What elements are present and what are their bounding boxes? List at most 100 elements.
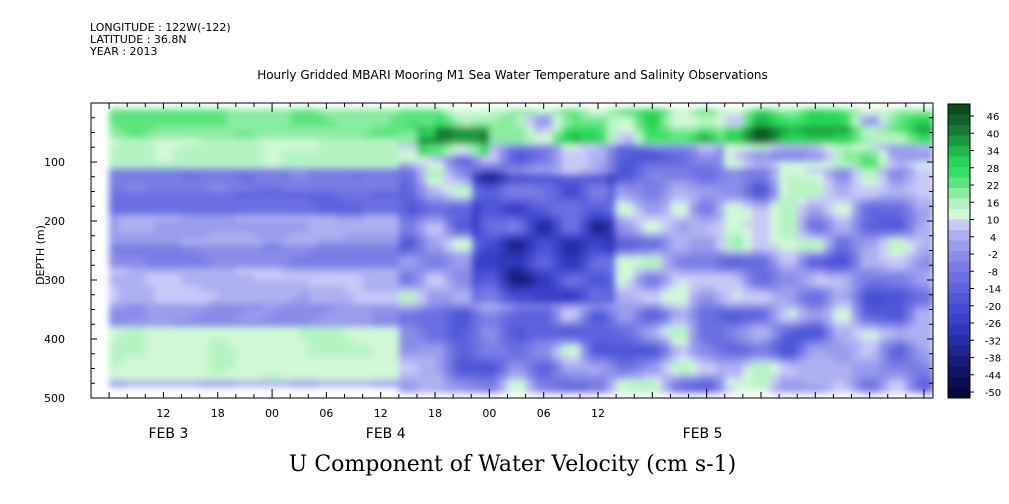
heatmap-cell xyxy=(389,327,400,334)
heatmap-cell xyxy=(905,268,916,275)
heatmap-cell xyxy=(398,333,409,340)
heatmap-cell xyxy=(869,309,880,317)
heatmap-cell xyxy=(435,374,445,382)
heatmap-cell xyxy=(407,179,418,187)
heatmap-cell xyxy=(570,321,581,328)
heatmap-cell xyxy=(688,303,699,311)
heatmap-cell xyxy=(860,297,871,305)
heatmap-cell xyxy=(498,232,509,240)
colorbar-label: 16 xyxy=(987,198,1000,209)
heatmap-cell xyxy=(733,167,744,175)
heatmap-cell xyxy=(281,226,291,234)
heatmap-cell xyxy=(715,114,726,122)
heatmap-cell xyxy=(697,268,708,275)
heatmap-cell xyxy=(299,221,310,228)
heatmap-cell xyxy=(127,356,138,364)
heatmap-cell xyxy=(724,333,735,340)
heatmap-cell xyxy=(878,132,889,140)
heatmap-cell xyxy=(217,173,228,181)
heatmap-cell xyxy=(480,108,491,116)
heatmap-cell xyxy=(652,108,663,116)
heatmap-cell xyxy=(806,226,817,234)
heatmap-cell xyxy=(887,114,898,122)
heatmap-cell xyxy=(570,215,581,222)
heatmap-cell xyxy=(489,268,500,275)
heatmap-cell xyxy=(697,232,708,240)
heatmap-cell xyxy=(634,303,645,311)
heatmap-cell xyxy=(199,291,210,299)
heatmap-cell xyxy=(643,238,654,246)
heatmap-cell xyxy=(878,209,889,216)
heatmap-cell xyxy=(118,256,129,264)
heatmap-cell xyxy=(326,362,337,370)
heatmap-cell xyxy=(299,268,310,275)
heatmap-cell xyxy=(208,209,219,216)
heatmap-cell xyxy=(471,356,482,364)
heatmap-cell xyxy=(507,185,518,193)
heatmap-cell xyxy=(742,215,753,222)
heatmap-cell xyxy=(552,191,563,199)
heatmap-cell xyxy=(407,114,418,122)
heatmap-cell xyxy=(380,327,391,334)
heatmap-cell xyxy=(226,291,237,299)
heatmap-cell xyxy=(308,297,319,305)
heatmap-cell xyxy=(263,350,273,358)
heatmap-cell xyxy=(344,274,355,281)
heatmap-cell xyxy=(299,215,310,222)
heatmap-cell xyxy=(181,362,192,370)
heatmap-cell xyxy=(561,386,572,393)
heatmap-cell xyxy=(435,126,445,134)
heatmap-cell xyxy=(552,138,563,146)
heatmap-cell xyxy=(607,150,617,157)
heatmap-cell xyxy=(127,150,138,157)
heatmap-cell xyxy=(416,114,427,122)
heatmap-cell xyxy=(426,297,436,305)
heatmap-cell xyxy=(199,280,210,287)
heatmap-cell xyxy=(607,386,617,393)
heatmap-cell xyxy=(353,173,364,181)
heatmap-cell xyxy=(235,262,246,269)
heatmap-cell xyxy=(779,209,789,216)
heatmap-cell xyxy=(380,232,391,240)
heatmap-cell xyxy=(525,297,536,305)
heatmap-cell xyxy=(905,244,916,252)
heatmap-cell xyxy=(616,262,626,269)
heatmap-cell xyxy=(607,327,617,334)
heatmap-cell xyxy=(643,386,654,393)
heatmap-cell xyxy=(534,344,545,352)
heatmap-cell xyxy=(154,250,165,258)
heatmap-cell xyxy=(154,132,165,140)
heatmap-cell xyxy=(869,244,880,252)
heatmap-cell xyxy=(824,114,835,122)
heatmap-cell xyxy=(697,256,708,264)
heatmap-cell xyxy=(326,226,337,234)
heatmap-cell xyxy=(263,197,273,205)
heatmap-cell xyxy=(598,150,608,157)
heatmap-cell xyxy=(190,374,201,382)
heatmap-cell xyxy=(136,368,147,376)
heatmap-cell xyxy=(326,250,337,258)
heatmap-cell xyxy=(525,244,536,252)
heatmap-cell xyxy=(706,339,717,346)
heatmap-cell xyxy=(869,238,880,246)
heatmap-cell xyxy=(290,144,301,151)
heatmap-cell xyxy=(561,226,572,234)
heatmap-cell xyxy=(389,126,400,134)
heatmap-cell xyxy=(154,197,165,205)
heatmap-cell xyxy=(208,108,219,116)
heatmap-cell xyxy=(914,339,925,346)
heatmap-cell xyxy=(163,327,174,334)
heatmap-cell xyxy=(380,144,391,151)
heatmap-cell xyxy=(145,120,156,128)
heatmap-cell xyxy=(788,321,798,328)
heatmap-cell xyxy=(127,221,138,228)
heatmap-cell xyxy=(914,374,925,382)
heatmap-cell xyxy=(896,150,907,157)
heatmap-cell xyxy=(860,232,871,240)
heatmap-cell xyxy=(154,303,165,311)
heatmap-cell xyxy=(806,156,817,163)
heatmap-cell xyxy=(453,167,464,175)
heatmap-cell xyxy=(706,150,717,157)
heatmap-cell xyxy=(371,262,382,269)
heatmap-cell xyxy=(688,215,699,222)
